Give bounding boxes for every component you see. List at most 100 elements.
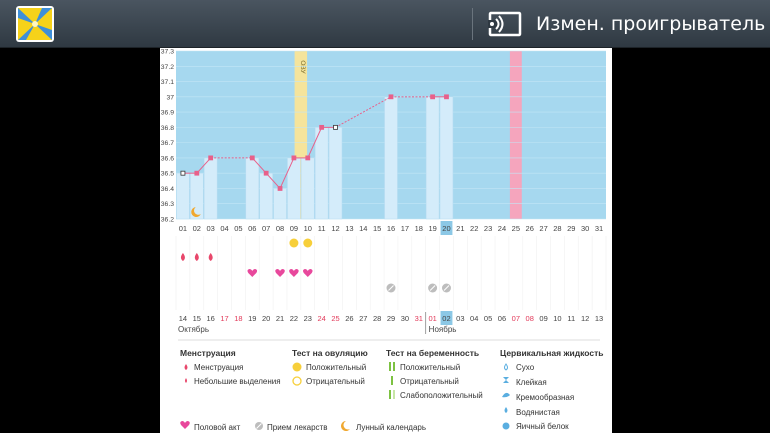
change-player-label: Измен. проигрыватель <box>536 13 766 35</box>
heart-icon <box>275 269 285 277</box>
temperature-point <box>263 170 269 176</box>
date-label: 31 <box>415 314 423 323</box>
y-tick-label: 36.4 <box>161 186 174 193</box>
date-label: 28 <box>373 314 381 323</box>
cycle-day-label: 26 <box>526 224 534 233</box>
date-label: 14 <box>179 314 187 323</box>
date-label: 09 <box>539 314 547 323</box>
y-tick-label: 37.1 <box>161 79 174 86</box>
date-label: 11 <box>567 314 575 323</box>
cycle-day-label: 17 <box>401 224 409 233</box>
moon-icon <box>191 207 201 217</box>
temperature-point <box>305 155 311 161</box>
cycle-day-label: 02 <box>193 224 201 233</box>
date-label: 19 <box>248 314 256 323</box>
cycle-day-label: 13 <box>345 224 353 233</box>
cycle-day-label: 08 <box>276 224 284 233</box>
change-player-button[interactable]: Измен. проигрыватель <box>480 4 770 44</box>
cycle-day-label: 27 <box>539 224 547 233</box>
y-tick-label: 36.6 <box>161 155 174 162</box>
blood-drop-icon <box>184 364 188 370</box>
legend: Менструация Менструация Небольшие выделе… <box>178 339 603 432</box>
cycle-day-label: 03 <box>207 224 215 233</box>
action-bar: Измен. проигрыватель <box>0 0 770 48</box>
legend-item-dry: Сухо <box>516 363 535 372</box>
temperature-point <box>291 155 297 161</box>
flower-icon <box>18 8 52 40</box>
legend-title-cervical: Цервикальная жидкость <box>500 348 603 358</box>
date-axis: 14 15 16 17 18 19 20 21 22 23 24 25 26 27 28 29 30 31 01 02… <box>178 311 603 334</box>
temperature-point <box>194 170 200 176</box>
temperature-point <box>333 124 338 130</box>
cycle-day-label: 22 <box>470 224 478 233</box>
temperature-line <box>196 157 212 174</box>
pill-icon-stripe <box>388 285 394 291</box>
date-label: 07 <box>512 314 520 323</box>
cast-icon <box>488 11 522 37</box>
date-label: 30 <box>401 314 409 323</box>
date-label: 05 <box>484 314 492 323</box>
temperature-line <box>335 96 392 128</box>
legend-item-watery: Водянистая <box>516 408 560 417</box>
pill-icon-stripe <box>429 285 436 291</box>
temperature-point <box>180 170 186 176</box>
cycle-day-label: 10 <box>304 224 312 233</box>
dry-icon <box>504 363 508 371</box>
cycle-day-label: 31 <box>595 224 603 233</box>
date-label: 15 <box>193 314 201 323</box>
cycle-day-label: 20 <box>442 224 450 233</box>
date-label: 17 <box>220 314 228 323</box>
legend-item-menstruation: Менструация <box>194 363 243 372</box>
date-label: 06 <box>498 314 506 323</box>
heart-icon <box>180 421 190 429</box>
date-label: 01 <box>428 314 436 323</box>
cycle-day-label: 29 <box>567 224 575 233</box>
yellow-circle-icon <box>289 238 299 248</box>
cycle-day-label: 11 <box>318 224 326 233</box>
date-label: 02 <box>442 314 450 323</box>
creamy-icon <box>502 392 510 398</box>
temperature-bar <box>273 188 287 220</box>
cycle-day-label: 04 <box>220 224 228 233</box>
cycle-day-label: 21 <box>456 224 464 233</box>
single-line-icon <box>391 376 393 385</box>
date-label: 25 <box>331 314 339 323</box>
temperature-bar <box>314 127 329 220</box>
ovulation-label: ОВУ <box>299 60 306 74</box>
y-tick-label: 36.3 <box>161 201 174 208</box>
temperature-point <box>444 94 449 100</box>
legend-title-menstruation: Менструация <box>180 348 236 358</box>
app-icon[interactable] <box>16 6 54 42</box>
yellow-circle-icon <box>303 238 313 248</box>
y-axis-ticks: 37.3 37.2 37.1 37 36.9 36.8 36.7 36.6 36.5 36.4 36… <box>161 49 174 224</box>
today-date-highlight <box>440 311 453 325</box>
legend-item-ovu-positive: Положительный <box>306 363 366 372</box>
cycle-day-label: 16 <box>387 224 395 233</box>
cycle-day-label: 12 <box>331 224 339 233</box>
y-tick-label: 36.7 <box>161 140 174 147</box>
temperature-bar <box>425 96 440 220</box>
cycle-day-label: 01 <box>179 224 187 233</box>
y-tick-label: 37.3 <box>161 49 174 56</box>
date-label: 20 <box>262 314 270 323</box>
legend-item-intercourse: Половой акт <box>194 423 241 432</box>
date-label: 16 <box>207 314 215 323</box>
date-label: 22 <box>290 314 298 323</box>
temperature-bar <box>301 157 315 220</box>
legend-item-medication: Прием лекарств <box>267 423 327 432</box>
cycle-day-label: 07 <box>262 224 270 233</box>
blood-drop-icon <box>208 253 213 261</box>
date-label: 08 <box>526 314 534 323</box>
legend-item-preg-faint: Слабоположительный <box>400 391 483 400</box>
temperature-point <box>249 155 255 161</box>
cycle-day-label: 25 <box>512 224 520 233</box>
legend-item-spotting: Небольшие выделения <box>194 377 281 386</box>
temperature-bar <box>245 157 259 220</box>
plot-area: ОВУ <box>176 50 606 220</box>
date-label: 10 <box>553 314 561 323</box>
y-tick-label: 37.2 <box>161 64 174 71</box>
legend-title-pregnancy: Тест на беременность <box>386 348 479 358</box>
cycle-day-label: 19 <box>428 224 436 233</box>
cycle-day-label: 05 <box>234 224 242 233</box>
temperature-bar <box>384 96 398 220</box>
